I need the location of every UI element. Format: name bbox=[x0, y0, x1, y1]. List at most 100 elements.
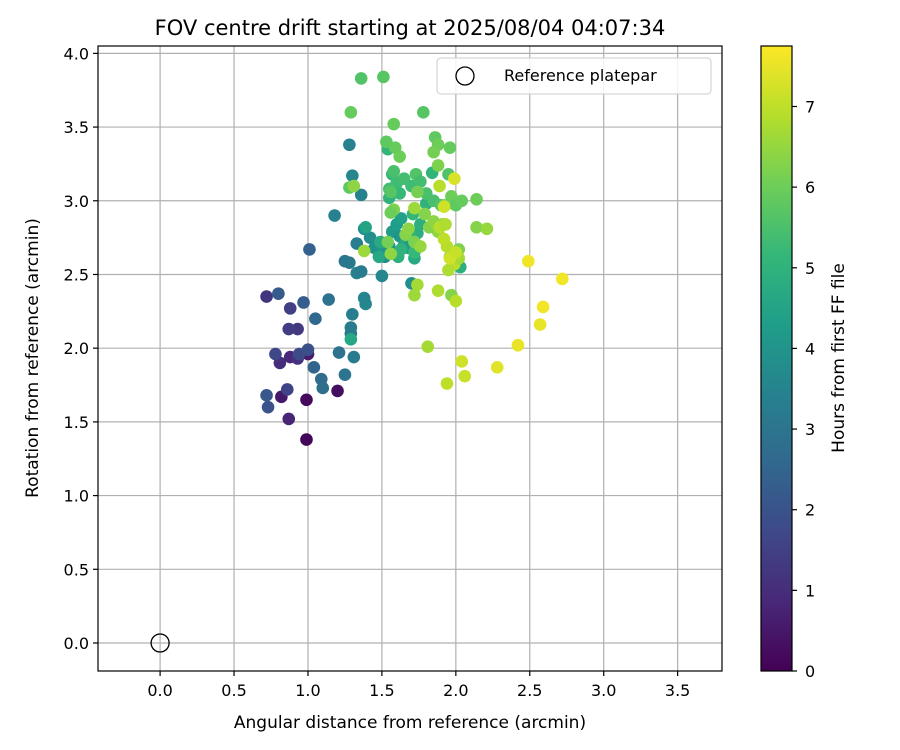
data-point bbox=[387, 164, 401, 178]
data-point bbox=[346, 307, 359, 321]
data-point bbox=[480, 222, 494, 236]
data-point bbox=[449, 246, 463, 259]
data-point bbox=[521, 254, 535, 268]
data-point bbox=[448, 172, 461, 185]
data-point bbox=[303, 243, 316, 256]
x-axis-label: Angular distance from reference (arcmin) bbox=[234, 713, 586, 733]
x-axis-ticks: 0.0 0.5 1.0 1.5 2.0 2.5 3.0 3.5 bbox=[147, 671, 690, 700]
colorbar-tick-label: 1 bbox=[805, 581, 815, 600]
data-point bbox=[282, 412, 296, 426]
data-point bbox=[261, 400, 275, 414]
y-tick-label: 1.5 bbox=[64, 413, 89, 432]
data-point bbox=[384, 185, 398, 199]
chart-title: FOV centre drift starting at 2025/08/04 … bbox=[155, 16, 666, 40]
data-point bbox=[291, 322, 304, 336]
reference-platepar-marker bbox=[150, 633, 170, 653]
colorbar-tick-label: 0 bbox=[805, 662, 815, 681]
data-point bbox=[433, 179, 446, 193]
y-axis-ticks: 0.0 0.5 1.0 1.5 2.0 2.5 3.0 3.5 4.0 bbox=[64, 44, 98, 653]
y-tick-label: 0.0 bbox=[64, 634, 89, 653]
y-tick-label: 4.0 bbox=[64, 44, 89, 63]
data-point bbox=[347, 350, 361, 364]
data-point bbox=[332, 346, 346, 359]
data-point bbox=[455, 355, 469, 368]
data-point bbox=[297, 296, 310, 309]
data-point bbox=[346, 169, 359, 183]
colorbar-tick-label: 5 bbox=[805, 259, 815, 278]
data-point bbox=[393, 150, 406, 163]
data-point bbox=[470, 193, 483, 206]
data-point bbox=[375, 269, 389, 283]
data-point bbox=[260, 290, 273, 303]
data-point bbox=[338, 368, 352, 382]
data-point bbox=[417, 106, 430, 119]
data-point bbox=[408, 288, 421, 302]
data-point bbox=[344, 106, 358, 119]
x-tick-label: 2.5 bbox=[517, 681, 542, 700]
data-point bbox=[381, 235, 395, 249]
data-point bbox=[443, 141, 457, 155]
legend: Reference platepar bbox=[436, 57, 712, 95]
x-tick-label: 0.0 bbox=[147, 681, 172, 700]
y-tick-label: 2.5 bbox=[64, 265, 89, 284]
data-point bbox=[322, 293, 335, 306]
data-point bbox=[359, 297, 372, 311]
colorbar-tick-label: 2 bbox=[805, 501, 815, 520]
x-tick-label: 0.5 bbox=[221, 681, 246, 700]
data-point bbox=[343, 256, 356, 269]
data-point bbox=[411, 185, 424, 199]
data-point bbox=[437, 232, 451, 246]
data-point bbox=[347, 179, 361, 193]
data-point bbox=[300, 393, 313, 407]
data-point bbox=[282, 322, 296, 336]
data-point bbox=[354, 72, 368, 85]
data-point bbox=[354, 188, 368, 202]
data-point bbox=[363, 231, 377, 244]
data-point bbox=[354, 265, 368, 278]
data-point bbox=[283, 302, 297, 315]
data-point bbox=[344, 333, 358, 346]
plot-frame bbox=[97, 45, 723, 672]
data-point bbox=[470, 221, 483, 234]
data-point bbox=[440, 377, 454, 390]
data-point bbox=[377, 70, 390, 84]
data-point bbox=[357, 244, 371, 258]
data-point bbox=[384, 206, 398, 219]
data-point bbox=[394, 212, 408, 225]
data-point bbox=[300, 433, 313, 446]
data-point bbox=[421, 340, 435, 354]
y-tick-label: 2.0 bbox=[64, 339, 89, 358]
data-point bbox=[343, 138, 356, 152]
data-point bbox=[414, 175, 427, 188]
data-point bbox=[328, 209, 341, 222]
data-point bbox=[394, 243, 408, 256]
data-point bbox=[387, 117, 401, 131]
y-tick-label: 0.5 bbox=[64, 560, 89, 579]
x-tick-label: 3.5 bbox=[665, 681, 690, 700]
data-point bbox=[437, 200, 451, 213]
colorbar-tick-label: 7 bbox=[805, 97, 815, 116]
data-point bbox=[431, 159, 445, 172]
data-point bbox=[439, 218, 452, 231]
data-point bbox=[269, 347, 282, 361]
data-point bbox=[372, 250, 386, 264]
data-point bbox=[301, 343, 315, 356]
data-point bbox=[490, 361, 504, 374]
data-point bbox=[260, 389, 273, 402]
data-point bbox=[431, 284, 445, 297]
colorbar-label: Hours from first FF file bbox=[829, 263, 849, 453]
y-axis-label: Rotation from reference (arcmin) bbox=[23, 218, 43, 498]
data-point bbox=[380, 135, 393, 149]
data-points bbox=[150, 70, 569, 653]
data-point bbox=[418, 207, 432, 221]
x-tick-label: 3.0 bbox=[591, 681, 616, 700]
legend-box bbox=[436, 57, 712, 95]
data-point bbox=[442, 263, 455, 277]
colorbar bbox=[761, 46, 792, 671]
data-point bbox=[408, 201, 421, 215]
data-point bbox=[411, 278, 424, 292]
data-point bbox=[316, 381, 330, 395]
data-point bbox=[309, 312, 322, 326]
data-point bbox=[384, 247, 398, 261]
